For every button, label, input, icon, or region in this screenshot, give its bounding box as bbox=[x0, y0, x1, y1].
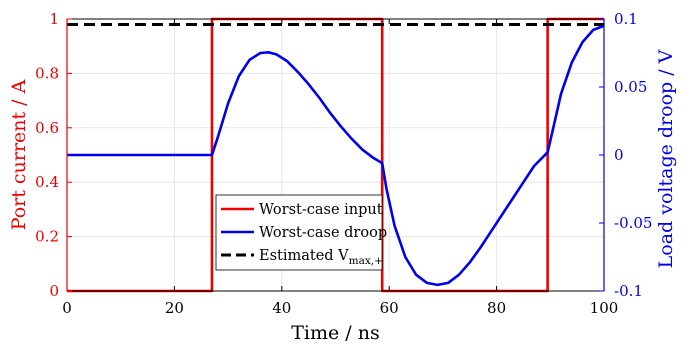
legend-entry-worst-case-input: Worst-case input bbox=[259, 202, 383, 218]
y-left-tick-label: 1 bbox=[49, 10, 59, 28]
x-tick-label: 80 bbox=[487, 299, 506, 317]
series-worst-case-input bbox=[67, 17, 604, 293]
y-right-tick-label: 0 bbox=[614, 146, 624, 164]
y-right-tick-label: -0.05 bbox=[614, 214, 652, 232]
x-tick-label: 20 bbox=[165, 299, 184, 317]
y-left-tick-label: 0.6 bbox=[35, 119, 59, 137]
legend-entry-estimated-vmax-subscript: max,+ bbox=[349, 255, 383, 267]
x-tick-label: 100 bbox=[590, 299, 619, 317]
legend-entry-worst-case-droop: Worst-case droop bbox=[259, 225, 387, 241]
ticks: 0 20 40 60 80 100 0 0.2 0.4 0.6 0.8 1 -0.1 -0.05 0 0.05… bbox=[35, 10, 652, 317]
y-left-tick-label: 0.8 bbox=[35, 64, 59, 82]
y-left-tick-label: 0.4 bbox=[35, 173, 59, 191]
legend-entry-estimated-vmax: Estimated Vmax,+ bbox=[259, 248, 383, 267]
y-left-tick-label: 0.2 bbox=[35, 228, 59, 246]
legend: Worst-case input Worst-case droop Estima… bbox=[215, 194, 387, 271]
x-tick-label: 60 bbox=[380, 299, 399, 317]
series-layer bbox=[67, 17, 605, 293]
y-axis-label-left: Port current / A bbox=[8, 79, 30, 230]
y-right-tick-label: -0.1 bbox=[614, 282, 643, 300]
series-worst-case-droop bbox=[67, 24, 605, 287]
y-right-tick-label: 0.1 bbox=[614, 10, 638, 28]
x-tick-label: 40 bbox=[272, 299, 291, 317]
y-right-tick-label: 0.05 bbox=[614, 78, 647, 96]
y-left-tick-label: 0 bbox=[49, 282, 59, 300]
x-tick-label: 0 bbox=[62, 299, 72, 317]
x-axis-label: Time / ns bbox=[291, 322, 379, 344]
y-axis-label-right: Load voltage droop / V bbox=[655, 49, 677, 268]
legend-entry-estimated-vmax-main: Estimated V bbox=[259, 248, 349, 264]
